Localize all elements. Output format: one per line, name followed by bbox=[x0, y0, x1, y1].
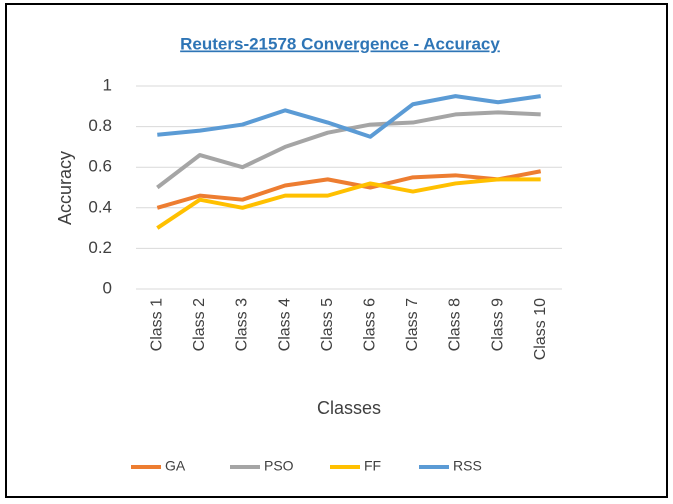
legend-label: PSO bbox=[264, 458, 294, 474]
legend-label: GA bbox=[165, 458, 186, 474]
line-series bbox=[156, 169, 542, 210]
x-axis-label: Classes bbox=[317, 398, 381, 418]
x-tick-label: Class 5 bbox=[319, 298, 336, 351]
y-tick-label: 0.6 bbox=[88, 157, 112, 176]
y-tick-label: 0.2 bbox=[88, 238, 112, 257]
y-axis-label: Accuracy bbox=[55, 151, 75, 225]
y-tick-label: 0.4 bbox=[88, 197, 112, 216]
x-tick-label: Class 1 bbox=[149, 298, 166, 351]
x-tick-label: Class 3 bbox=[234, 298, 251, 351]
x-tick-label: Class 8 bbox=[447, 298, 464, 351]
x-tick-label: Class 9 bbox=[489, 298, 506, 351]
y-tick-label: 0.8 bbox=[88, 116, 112, 135]
chart-title: Reuters-21578 Convergence - Accuracy bbox=[180, 34, 500, 53]
y-tick-label: 1 bbox=[103, 75, 112, 94]
y-tick-label: 0 bbox=[103, 278, 112, 297]
x-tick-label: Class 2 bbox=[191, 298, 208, 351]
line-series bbox=[156, 177, 541, 230]
legend-label: RSS bbox=[453, 458, 482, 474]
legend-label: FF bbox=[364, 458, 381, 474]
x-tick-label: Class 4 bbox=[276, 298, 293, 351]
line-series bbox=[157, 94, 541, 139]
x-tick-label: Class 7 bbox=[404, 298, 421, 351]
x-tick-label: Class 6 bbox=[362, 298, 379, 351]
x-tick-label: Class 10 bbox=[532, 298, 549, 360]
